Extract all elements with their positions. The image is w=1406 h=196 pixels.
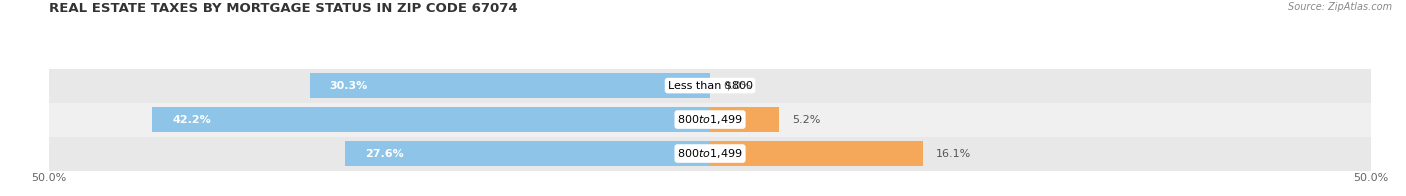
Text: 30.3%: 30.3% [329, 81, 367, 91]
Text: Source: ZipAtlas.com: Source: ZipAtlas.com [1288, 2, 1392, 12]
Text: 42.2%: 42.2% [172, 114, 211, 125]
Bar [346, 141, 710, 166]
Bar [49, 103, 1371, 137]
Text: 5.2%: 5.2% [792, 114, 820, 125]
Bar [49, 137, 1371, 171]
Text: Less than $800: Less than $800 [668, 81, 752, 91]
Bar [710, 107, 779, 132]
Bar [710, 141, 922, 166]
Text: REAL ESTATE TAXES BY MORTGAGE STATUS IN ZIP CODE 67074: REAL ESTATE TAXES BY MORTGAGE STATUS IN … [49, 2, 517, 15]
Text: $800 to $1,499: $800 to $1,499 [678, 113, 742, 126]
Bar [309, 73, 710, 98]
Text: 16.1%: 16.1% [936, 149, 972, 159]
Bar [152, 107, 710, 132]
Text: 27.6%: 27.6% [366, 149, 404, 159]
Bar [49, 69, 1371, 103]
Text: $800 to $1,499: $800 to $1,499 [678, 147, 742, 160]
Text: 0.0%: 0.0% [723, 81, 751, 91]
